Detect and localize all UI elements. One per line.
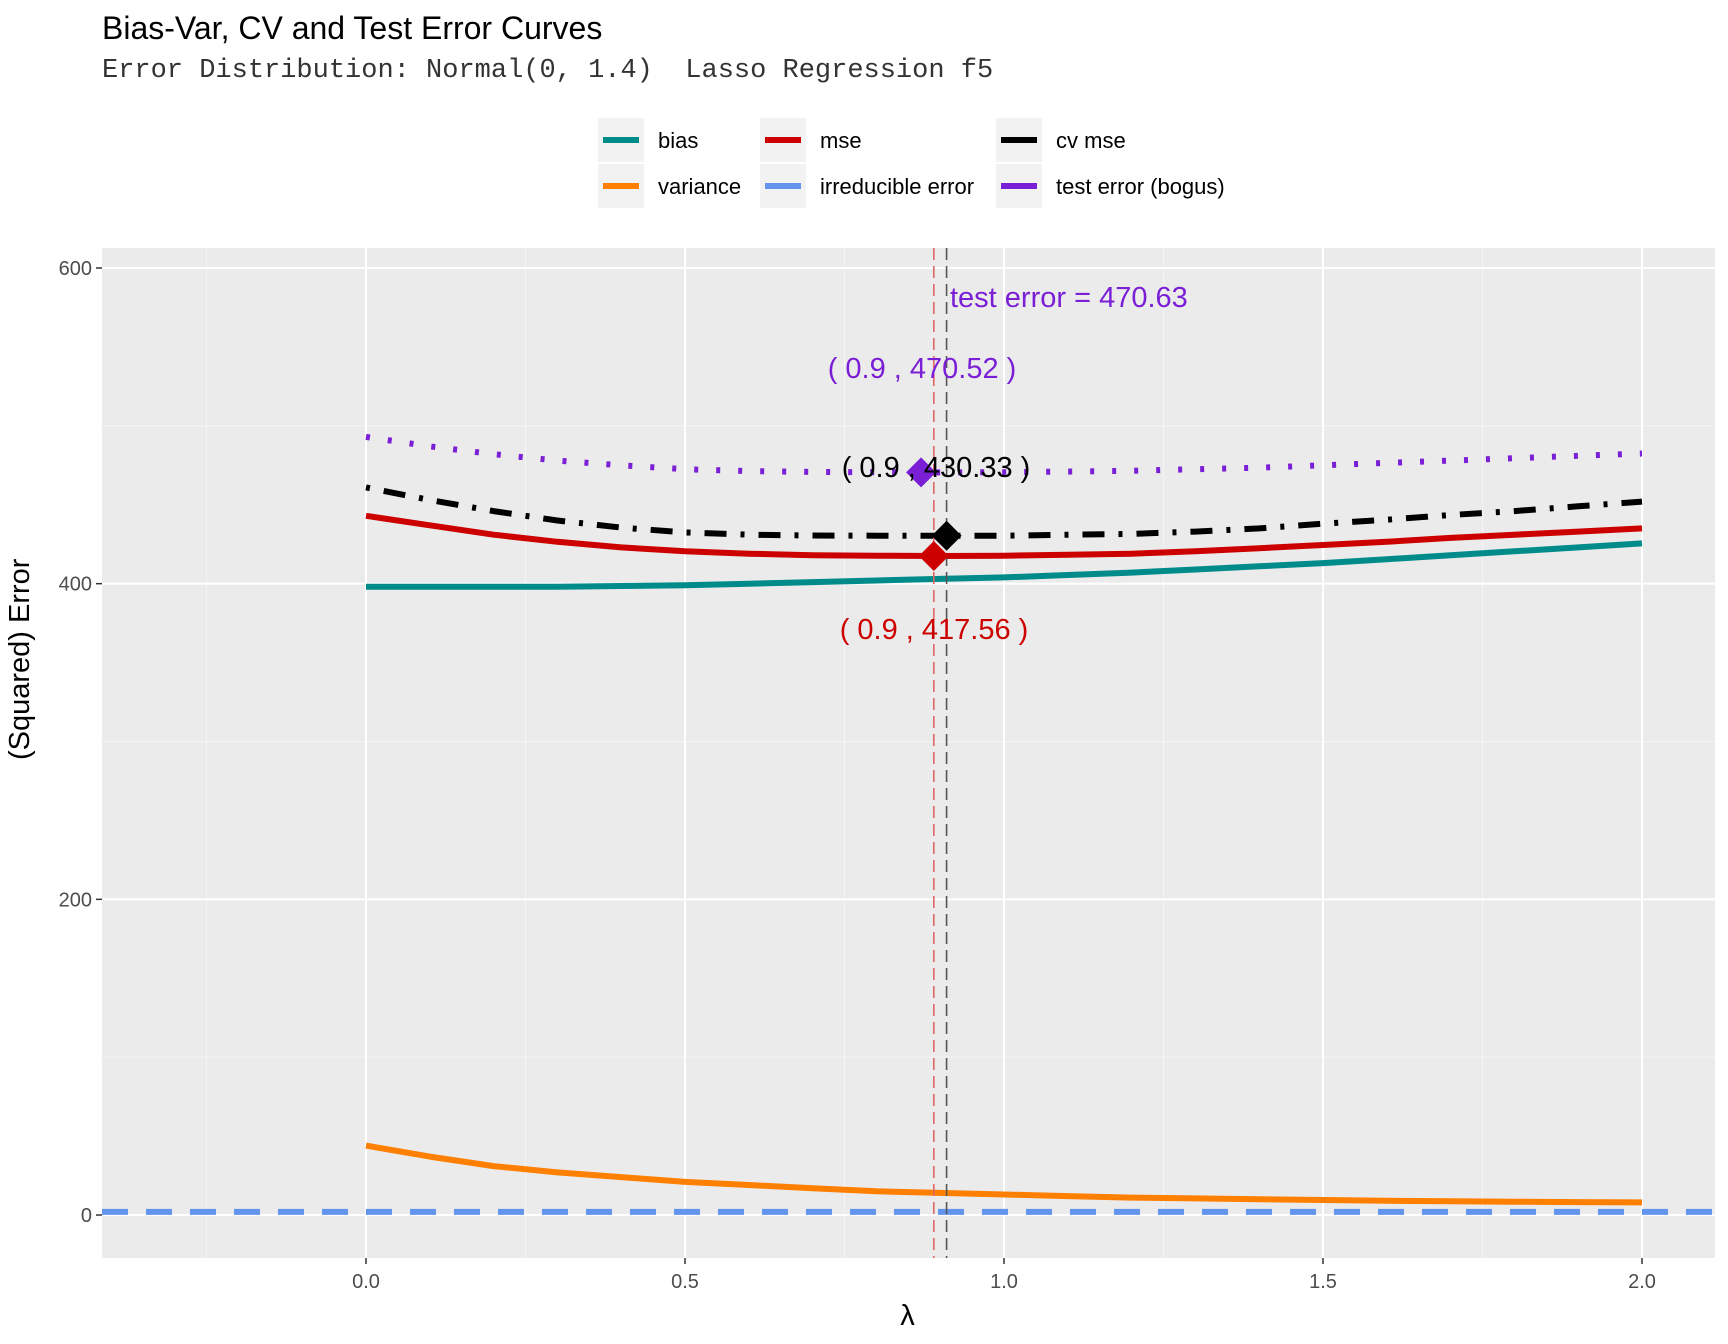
series-line-test-error-bogus	[365, 433, 1643, 476]
point-label-0: ( 0.9 , 470.52 )	[828, 353, 1017, 385]
point-marker-0	[906, 457, 937, 488]
point-label-1: ( 0.9 , 430.33 )	[842, 452, 1031, 484]
point-marker-1	[931, 520, 962, 551]
x-tick-label: 0.5	[671, 1271, 699, 1293]
y-tick-label: 600	[59, 258, 92, 280]
x-tick-label: 2.0	[1628, 1271, 1656, 1293]
legend-label: irreducible error	[820, 174, 974, 199]
y-tick-label: 400	[59, 574, 92, 596]
x-tick-label: 1.5	[1309, 1271, 1337, 1293]
legend-label: bias	[658, 128, 698, 153]
test-error-annotation: test error = 470.63	[950, 282, 1188, 314]
y-tick-label: 0	[81, 1205, 92, 1227]
legend-label: cv mse	[1056, 128, 1126, 153]
series-line-variance	[365, 1142, 1643, 1206]
plot-panel	[102, 248, 1715, 1258]
x-tick-label: 0.0	[352, 1271, 380, 1293]
chart-title: Bias-Var, CV and Test Error Curves	[102, 10, 603, 46]
series-line-mse	[365, 512, 1643, 559]
point-label-2: ( 0.9 , 417.56 )	[840, 614, 1029, 646]
legend-label: mse	[820, 128, 862, 153]
x-tick-label: 1.0	[990, 1271, 1018, 1293]
legend-label: variance	[658, 174, 741, 199]
point-marker-2	[918, 540, 949, 571]
legend-label: test error (bogus)	[1056, 174, 1225, 199]
chart-subtitle: Error Distribution: Normal(0, 1.4) Lasso…	[102, 56, 994, 86]
x-axis-label: λ	[900, 1300, 915, 1332]
y-tick-label: 200	[59, 889, 92, 911]
series-line-bias	[366, 540, 1643, 590]
